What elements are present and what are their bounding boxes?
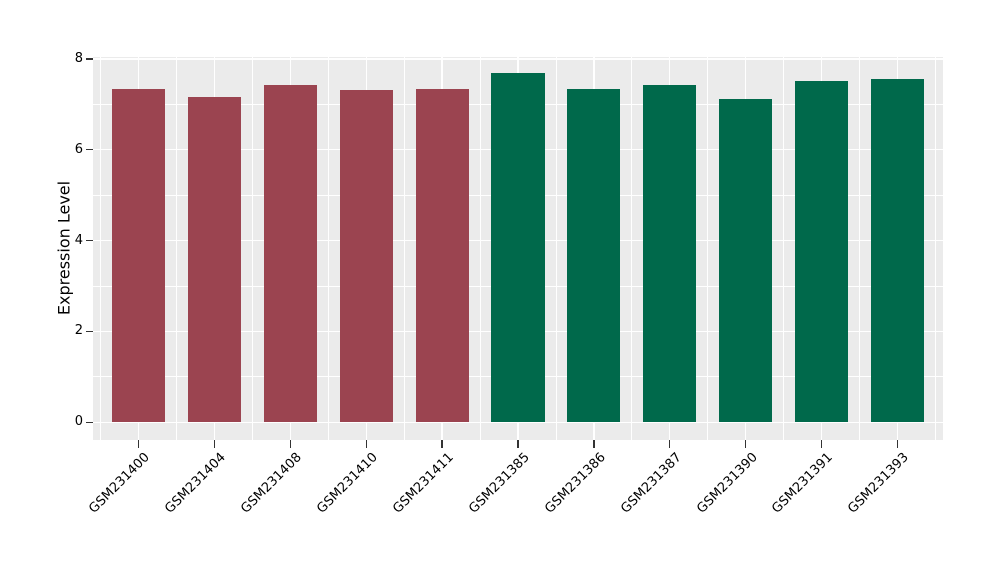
bar-GSM231393 xyxy=(870,79,925,423)
x-tick-label-GSM231390: GSM231390 xyxy=(693,450,761,517)
x-tick-label-GSM231400: GSM231400 xyxy=(86,450,154,517)
x-tick-mark xyxy=(593,440,595,448)
y-tick-label: 2 xyxy=(74,323,83,339)
gridline-minor-vertical xyxy=(100,57,101,440)
x-tick-mark xyxy=(517,440,519,448)
y-tick-mark xyxy=(85,330,93,333)
x-tick-label-GSM231404: GSM231404 xyxy=(162,450,230,517)
x-tick-label-GSM231411: GSM231411 xyxy=(390,450,457,517)
gridline-minor-vertical xyxy=(252,57,253,440)
bar-GSM231404 xyxy=(187,96,241,423)
bar-GSM231411 xyxy=(415,89,469,423)
x-tick-mark xyxy=(744,440,747,448)
x-tick-mark xyxy=(896,440,899,448)
bar-GSM231400 xyxy=(111,89,166,423)
gridline-minor-vertical xyxy=(555,57,557,440)
bar-GSM231410 xyxy=(339,90,393,423)
gridline-minor-vertical xyxy=(176,57,177,440)
gridline-minor-vertical xyxy=(631,57,633,440)
gridline-minor-vertical xyxy=(935,57,936,440)
y-tick-mark xyxy=(85,239,93,242)
x-tick-mark xyxy=(137,440,140,448)
x-tick-label-GSM231410: GSM231410 xyxy=(314,450,381,517)
y-tick-label: 6 xyxy=(74,141,83,157)
y-tick-mark xyxy=(85,148,93,151)
bar-GSM231408 xyxy=(263,85,317,423)
x-tick-mark xyxy=(213,440,216,448)
x-tick-label-GSM231385: GSM231385 xyxy=(466,450,533,517)
y-tick-mark xyxy=(85,421,93,423)
x-tick-mark xyxy=(365,440,367,448)
bar-GSM231386 xyxy=(567,89,621,423)
y-tick-label: 4 xyxy=(74,232,83,248)
bar-GSM231390 xyxy=(719,98,773,423)
x-tick-label-GSM231387: GSM231387 xyxy=(617,450,685,517)
x-tick-label-GSM231408: GSM231408 xyxy=(238,450,305,517)
y-tick-label: 0 xyxy=(74,414,83,430)
bar-GSM231391 xyxy=(795,80,849,423)
gridline-minor-vertical xyxy=(479,57,481,440)
bar-GSM231387 xyxy=(643,84,697,423)
y-tick-label: 8 xyxy=(74,50,83,66)
x-tick-mark xyxy=(289,440,291,448)
y-tick-mark xyxy=(85,58,93,60)
x-tick-mark xyxy=(669,440,671,448)
gridline-minor-vertical xyxy=(327,57,329,440)
x-tick-label-GSM231393: GSM231393 xyxy=(845,450,913,517)
x-tick-label-GSM231391: GSM231391 xyxy=(769,450,837,517)
gridline-minor-vertical xyxy=(403,57,405,440)
gridline-minor-vertical xyxy=(859,57,860,440)
gridline-minor-vertical xyxy=(783,57,784,440)
x-tick-mark xyxy=(820,440,823,448)
bar-GSM231385 xyxy=(491,72,545,423)
gridline-minor-vertical xyxy=(707,57,709,440)
x-tick-label-GSM231386: GSM231386 xyxy=(541,450,609,517)
x-tick-mark xyxy=(441,440,443,448)
